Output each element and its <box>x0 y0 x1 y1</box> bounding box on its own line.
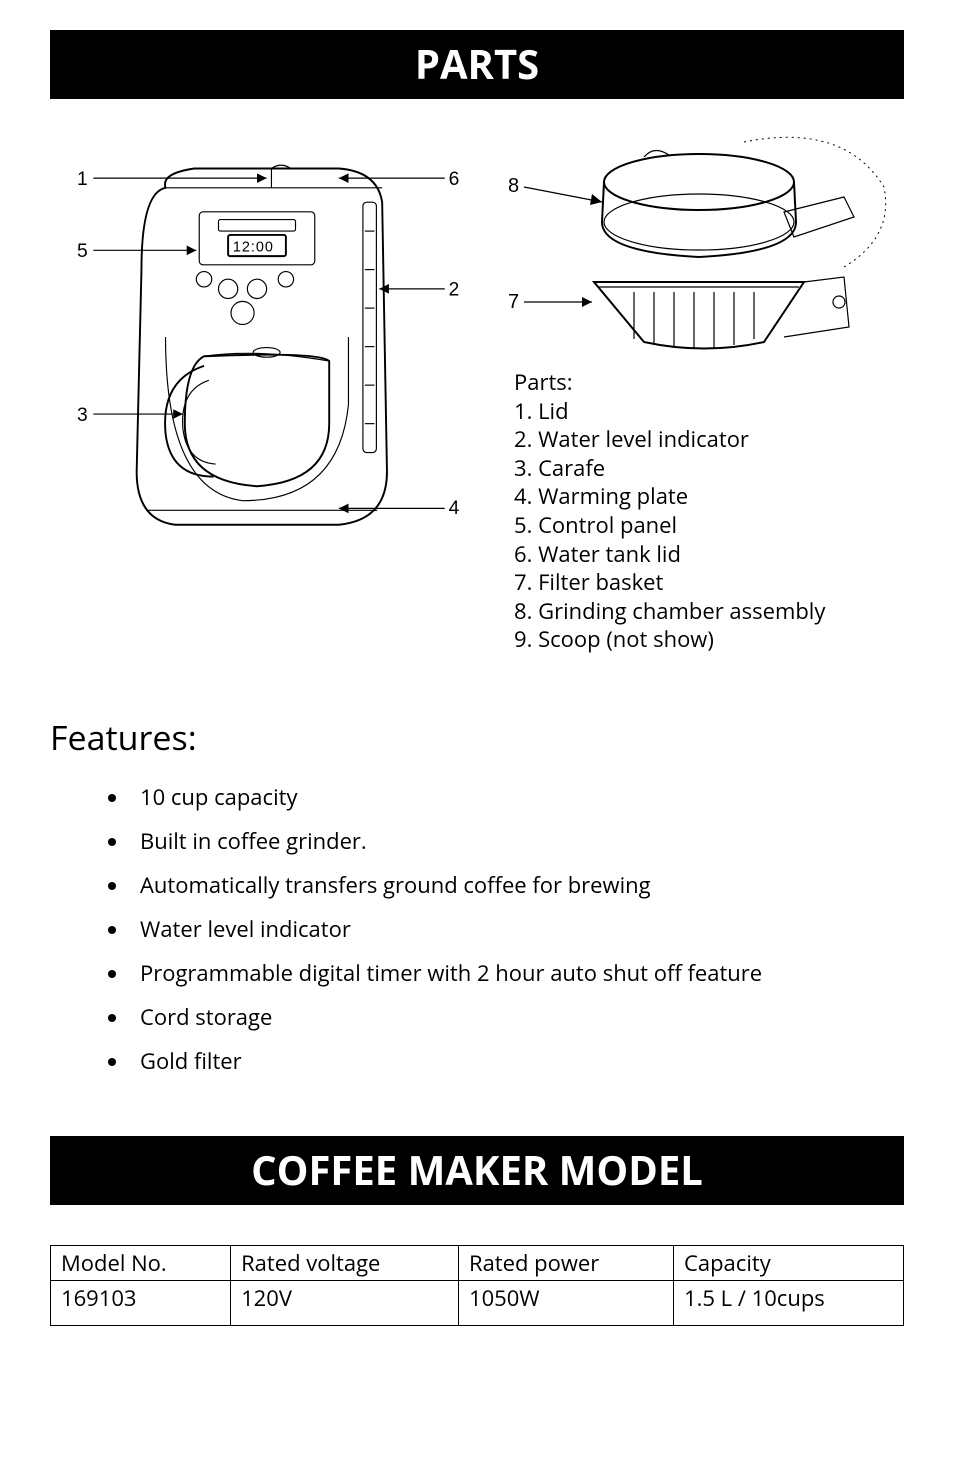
parts-item: 8. Grinding chamber assembly <box>514 597 904 626</box>
parts-item: 7. Filter basket <box>514 568 904 597</box>
spec-header: Rated power <box>458 1245 673 1280</box>
model-banner: COFFEE MAKER MODEL <box>50 1136 904 1205</box>
display-time: 12:00 <box>233 239 274 255</box>
parts-heading: Parts: <box>514 368 904 397</box>
feature-item: Gold filter <box>130 1046 904 1076</box>
spec-cell: 1.5 L / 10cups <box>674 1280 904 1325</box>
spec-header: Capacity <box>674 1245 904 1280</box>
spec-header: Model No. <box>51 1245 231 1280</box>
callout-6: 6 <box>449 169 460 190</box>
diagram-coffee-maker: 12:00 1 5 <box>50 127 464 547</box>
feature-item: Cord storage <box>130 1002 904 1032</box>
spec-cell: 1050W <box>458 1280 673 1325</box>
feature-item: Built in coffee grinder. <box>130 826 904 856</box>
parts-item: 6. Water tank lid <box>514 540 904 569</box>
callout-5: 5 <box>77 241 88 262</box>
parts-item: 4. Warming plate <box>514 482 904 511</box>
parts-item: 3. Carafe <box>514 454 904 483</box>
feature-item: Water level indicator <box>130 914 904 944</box>
callout-2: 2 <box>449 280 460 301</box>
feature-item: Programmable digital timer with 2 hour a… <box>130 958 904 988</box>
diagrams-row: 12:00 1 5 <box>50 127 904 654</box>
parts-item: 2. Water level indicator <box>514 425 904 454</box>
callout-3: 3 <box>77 405 88 426</box>
spec-header-row: Model No. Rated voltage Rated power Capa… <box>51 1245 904 1280</box>
parts-item: 1. Lid <box>514 397 904 426</box>
features-heading: Features: <box>50 714 904 760</box>
callout-8: 8 <box>508 175 519 197</box>
spec-table: Model No. Rated voltage Rated power Capa… <box>50 1245 904 1326</box>
feature-item: 10 cup capacity <box>130 782 904 812</box>
parts-list-block: Parts: 1. Lid 2. Water level indicator 3… <box>514 368 904 654</box>
callout-7: 7 <box>508 291 519 313</box>
spec-cell: 169103 <box>51 1280 231 1325</box>
parts-banner: PARTS <box>50 30 904 99</box>
parts-item: 5. Control panel <box>514 511 904 540</box>
callout-4: 4 <box>449 498 460 519</box>
features-list: 10 cup capacity Built in coffee grinder.… <box>50 782 904 1076</box>
spec-header: Rated voltage <box>231 1245 459 1280</box>
spec-data-row: 169103 120V 1050W 1.5 L / 10cups <box>51 1280 904 1325</box>
callout-1: 1 <box>77 169 88 190</box>
diagram-grinder-filter: 8 7 <box>484 127 904 357</box>
spec-cell: 120V <box>231 1280 459 1325</box>
feature-item: Automatically transfers ground coffee fo… <box>130 870 904 900</box>
parts-item: 9. Scoop (not show) <box>514 625 904 654</box>
